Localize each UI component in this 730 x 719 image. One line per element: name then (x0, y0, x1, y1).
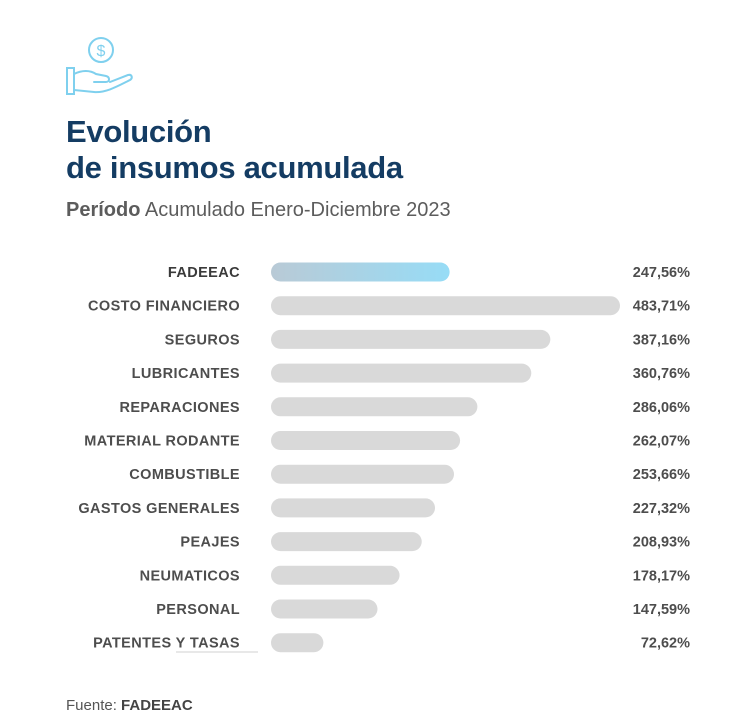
bar-chart: FADEEAC 247,56% COSTO FINANCIERO 483,71% SEG… (78, 262, 690, 653)
category-label: GASTOS GENERALES (78, 501, 240, 517)
bar (271, 296, 620, 316)
value-label: 72,62% (641, 636, 690, 652)
category-label: PATENTES Y TASAS (93, 636, 240, 652)
bar-highlight (271, 262, 450, 282)
value-label: 262,07% (633, 434, 690, 450)
value-label: 247,56% (633, 265, 690, 281)
value-label: 483,71% (633, 299, 690, 315)
subtitle-bold: Período (66, 199, 141, 221)
value-label: 286,06% (633, 400, 690, 416)
category-label: COSTO FINANCIERO (88, 299, 240, 315)
category-label: FADEEAC (168, 265, 240, 281)
category-label: SEGUROS (165, 332, 240, 348)
bar (271, 431, 461, 450)
bar (271, 565, 400, 585)
category-label: NEUMATICOS (140, 568, 240, 584)
bar (271, 464, 455, 484)
category-label: PERSONAL (156, 602, 240, 618)
bar (271, 633, 324, 653)
category-label: COMBUSTIBLE (129, 467, 240, 483)
value-label: 227,32% (633, 501, 690, 517)
source-name: FADEEAC (121, 697, 193, 714)
title-line-2: de insumos acumulada (66, 150, 403, 185)
bar (271, 599, 378, 619)
bar (271, 397, 478, 417)
chart-subtitle: Período Acumulado Enero-Diciembre 2023 (66, 199, 451, 222)
value-label: 208,93% (633, 535, 690, 551)
value-label: 147,59% (633, 602, 690, 618)
hand-coin-dollar-icon: $ (66, 36, 136, 100)
chart-title: Evolución de insumos acumulada (66, 114, 403, 186)
category-label: REPARACIONES (119, 400, 240, 416)
svg-text:$: $ (97, 43, 106, 60)
source-prefix: Fuente: (66, 697, 122, 714)
subtitle-rest: Acumulado Enero-Diciembre 2023 (140, 199, 451, 221)
bar (271, 329, 551, 349)
value-label: 387,16% (633, 332, 690, 348)
category-label: LUBRICANTES (132, 366, 240, 382)
bar (271, 363, 532, 383)
title-line-1: Evolución (66, 114, 212, 149)
value-label: 178,17% (633, 568, 690, 584)
bar (271, 532, 422, 552)
source-note: Fuente: FADEEAC (66, 697, 193, 714)
category-label: MATERIAL RODANTE (84, 434, 240, 450)
category-label: PEAJES (180, 535, 240, 551)
bar (271, 498, 436, 518)
value-label: 253,66% (633, 467, 690, 483)
value-label: 360,76% (633, 366, 690, 382)
